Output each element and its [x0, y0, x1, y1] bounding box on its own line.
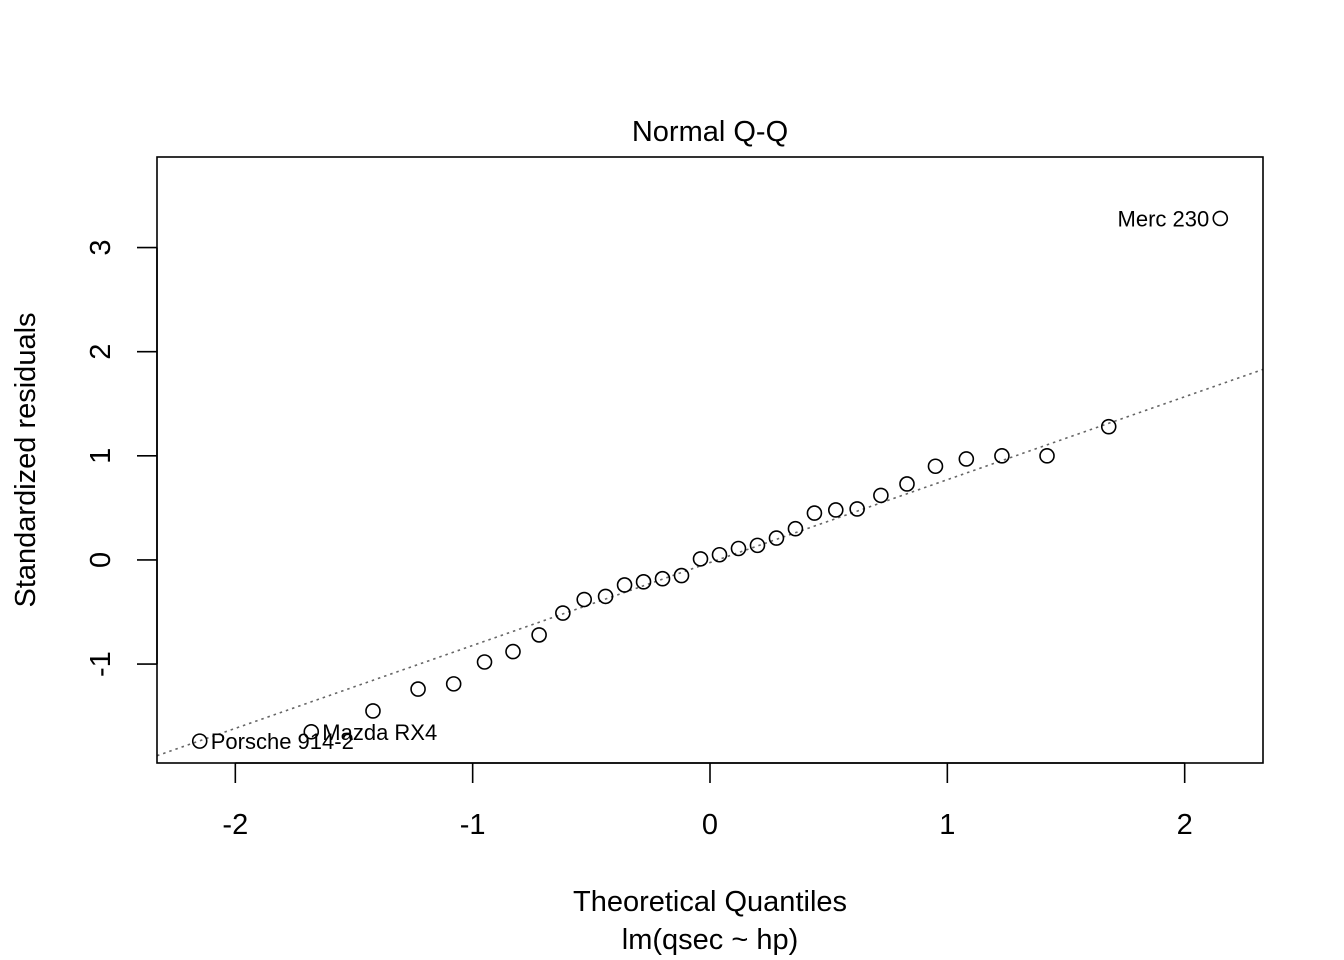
x-tick-label: 2: [1177, 809, 1193, 841]
point-annotation: Merc 230: [1118, 206, 1210, 231]
y-axis-label: Standardized residuals: [10, 312, 42, 607]
data-point: [476, 654, 493, 670]
data-point: [806, 505, 823, 521]
data-point: [576, 591, 593, 608]
data-point: [711, 546, 728, 563]
point-annotation: Mazda RX4: [322, 720, 437, 745]
data-point: [1100, 418, 1117, 435]
data-point: [768, 530, 785, 546]
data-point: [365, 703, 381, 719]
data-point: [597, 588, 614, 605]
data-point: [505, 643, 521, 660]
x-tick-label: -2: [222, 809, 248, 841]
point-annotation: Porsche 914-2: [211, 729, 354, 754]
data-point: [531, 627, 547, 643]
data-point: [616, 577, 633, 593]
data-point: [787, 520, 804, 537]
data-point: [692, 551, 709, 567]
chart-title: Normal Q-Q: [632, 116, 788, 148]
data-point: [749, 537, 766, 554]
data-point: [849, 501, 865, 517]
model-formula-label: lm(qsec ~ hp): [622, 924, 798, 956]
y-tick-label: 3: [85, 240, 117, 256]
x-tick-label: 1: [939, 809, 955, 841]
y-tick-label: -1: [85, 651, 117, 677]
data-point: [873, 487, 889, 504]
y-tick-label: 0: [85, 552, 117, 568]
data-point: [191, 733, 208, 749]
data-point: [654, 570, 671, 587]
data-point: [994, 448, 1010, 464]
data-point: [410, 681, 426, 697]
data-point: [555, 605, 571, 621]
plot-frame: [156, 156, 1264, 764]
data-point: [445, 676, 462, 692]
y-tick-label: 2: [85, 344, 117, 360]
data-point: [827, 502, 844, 518]
x-axis-label: Theoretical Quantiles: [573, 886, 847, 918]
data-point: [673, 567, 690, 584]
data-point: [899, 476, 915, 492]
data-point: [1039, 448, 1055, 464]
y-axis: -1 0 1 2 3: [85, 240, 158, 677]
x-tick-label: 0: [702, 809, 718, 841]
reference-line: [157, 368, 1263, 757]
data-point: [958, 451, 975, 467]
data-point: [635, 574, 652, 590]
x-tick-label: -1: [460, 809, 486, 841]
data-point: [1212, 210, 1229, 227]
x-axis: -2 -1 0 1 2: [222, 762, 1193, 841]
data-point: [927, 458, 944, 475]
data-point: [730, 540, 747, 557]
y-tick-label: 1: [85, 448, 117, 464]
data-point: [303, 723, 320, 740]
